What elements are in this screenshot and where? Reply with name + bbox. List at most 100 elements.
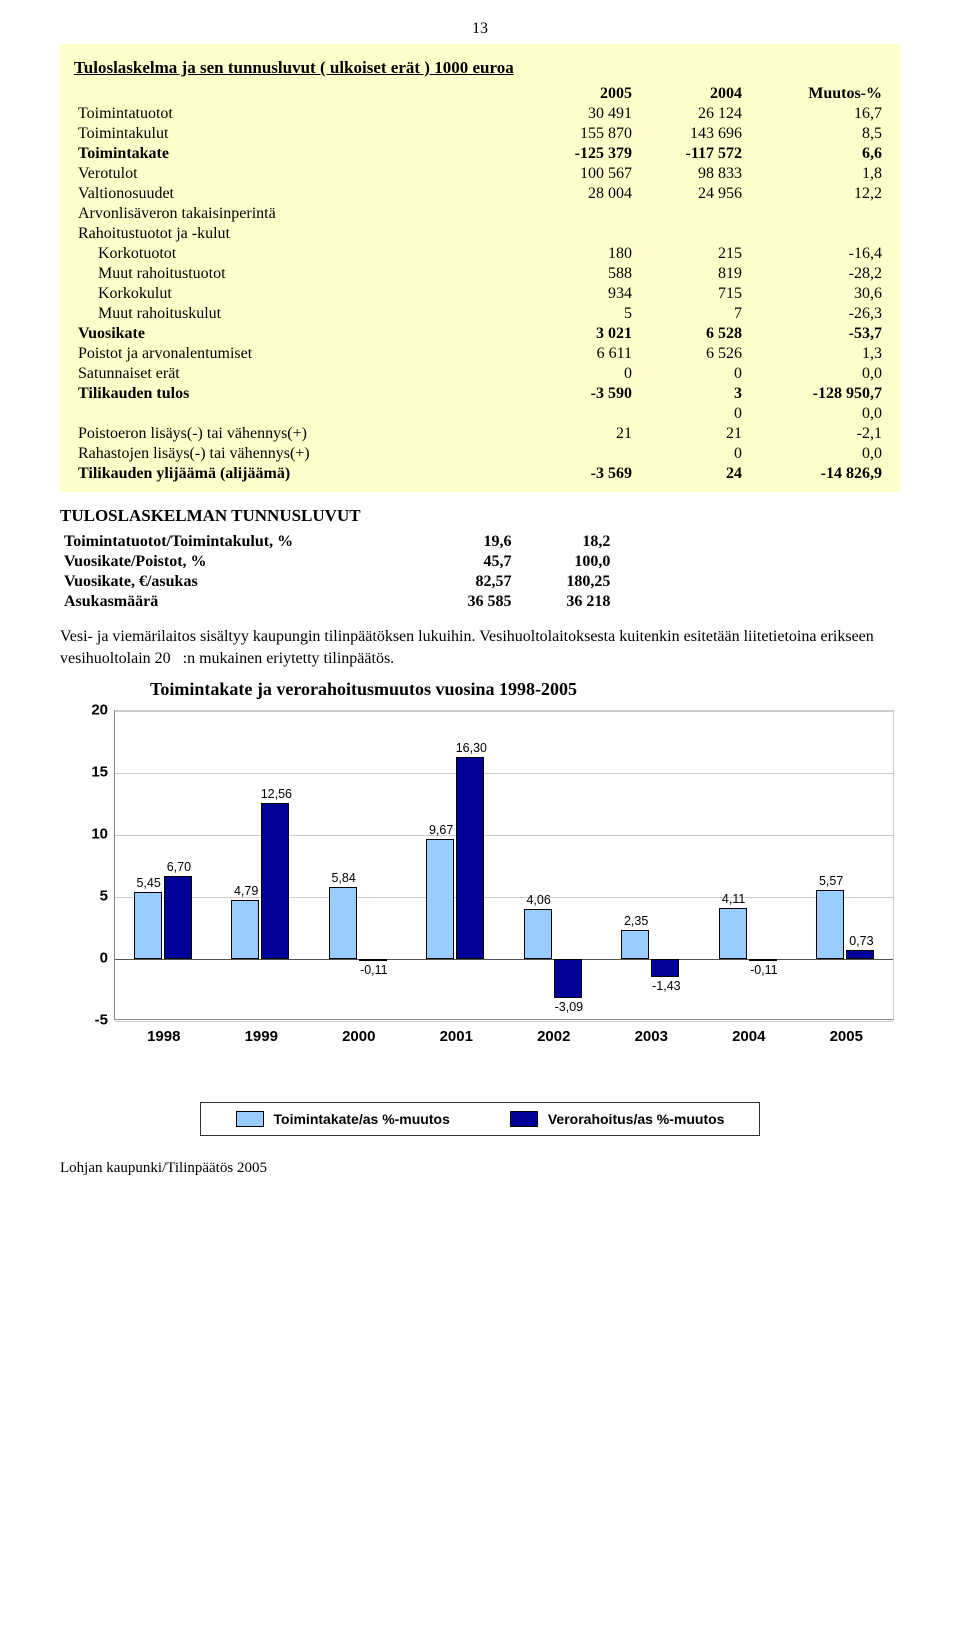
row-label: Tilikauden ylijäämä (alijäämä)	[74, 464, 526, 484]
row-label: Rahastojen lisäys(-) tai vähennys(+)	[74, 444, 526, 464]
row-c3: 16,7	[746, 104, 886, 124]
xtick-label: 2003	[616, 1028, 686, 1045]
legend-label-1: Toimintakate/as %-muutos	[274, 1111, 450, 1127]
xtick-label: 2001	[421, 1028, 491, 1045]
row-c1	[526, 224, 636, 244]
bar-value-label: -3,09	[545, 1000, 593, 1014]
bar	[749, 959, 777, 961]
bar-value-label: -0,11	[740, 963, 788, 977]
tunnus-c2: 18,2	[515, 532, 614, 552]
row-c2: 24	[636, 464, 746, 484]
tunnus-c1: 19,6	[417, 532, 516, 552]
legend-item-1: Toimintakate/as %-muutos	[236, 1111, 450, 1127]
row-c1: 934	[526, 284, 636, 304]
gridline	[115, 835, 893, 836]
row-c2: 819	[636, 264, 746, 284]
bar	[134, 892, 162, 960]
row-label: Rahoitustuotot ja -kulut	[74, 224, 526, 244]
bar	[261, 803, 289, 959]
tunnus-c2: 180,25	[515, 572, 614, 592]
row-c1: 100 567	[526, 164, 636, 184]
row-label: Poistot ja arvonalentumiset	[74, 344, 526, 364]
tunnus-title: TULOSLASKELMAN TUNNUSLUVUT	[60, 506, 900, 526]
row-c1: -3 569	[526, 464, 636, 484]
row-c1: 0	[526, 364, 636, 384]
ytick-label: 20	[68, 702, 108, 719]
bar	[846, 950, 874, 959]
bar	[816, 890, 844, 959]
row-label: Toimintakate	[74, 144, 526, 164]
gridline	[115, 1021, 893, 1022]
tunnus-table: Toimintatuotot/Toimintakulut, %19,618,2V…	[60, 532, 614, 612]
row-c1: 30 491	[526, 104, 636, 124]
tunnus-c1: 36 585	[417, 592, 516, 612]
row-c2: 3	[636, 384, 746, 404]
row-label: Muut rahoitustuotot	[74, 264, 526, 284]
legend-swatch-2	[510, 1111, 538, 1127]
row-c2: 98 833	[636, 164, 746, 184]
page-footer: Lohjan kaupunki/Tilinpäätös 2005	[60, 1160, 900, 1177]
ytick-label: 5	[68, 888, 108, 905]
xtick-label: 1998	[129, 1028, 199, 1045]
tunnus-c1: 82,57	[417, 572, 516, 592]
bar	[554, 959, 582, 997]
row-c2: 143 696	[636, 124, 746, 144]
ytick-label: 10	[68, 826, 108, 843]
row-c3	[746, 204, 886, 224]
legend-swatch-1	[236, 1111, 264, 1127]
row-c3: -14 826,9	[746, 464, 886, 484]
xtick-label: 2004	[714, 1028, 784, 1045]
row-c3: 1,8	[746, 164, 886, 184]
bar-value-label: 16,30	[447, 741, 495, 755]
row-c2: 0	[636, 364, 746, 384]
tunnus-c1: 45,7	[417, 552, 516, 572]
gridline	[115, 711, 893, 712]
tunnus-c2: 36 218	[515, 592, 614, 612]
row-label	[74, 404, 526, 424]
bar	[621, 930, 649, 959]
chart-legend: Toimintakate/as %-muutos Verorahoitus/as…	[200, 1102, 760, 1136]
row-c2: 0	[636, 444, 746, 464]
row-c3: -2,1	[746, 424, 886, 444]
row-label: Toimintatuotot	[74, 104, 526, 124]
bar-value-label: 6,70	[155, 860, 203, 874]
row-label: Korkotuotot	[74, 244, 526, 264]
row-c3: 8,5	[746, 124, 886, 144]
row-c2: 7	[636, 304, 746, 324]
bar-value-label: 12,56	[252, 787, 300, 801]
bar-value-label: 5,57	[807, 874, 855, 888]
row-label: Vuosikate	[74, 324, 526, 344]
row-c2: 715	[636, 284, 746, 304]
chart-container: 19985,456,7019994,7912,5620005,84-0,1120…	[60, 704, 900, 1084]
row-c2: 6 526	[636, 344, 746, 364]
row-c1	[526, 404, 636, 424]
row-c1: 3 021	[526, 324, 636, 344]
row-c2: 26 124	[636, 104, 746, 124]
chart-title: Toimintakate ja verorahoitusmuutos vuosi…	[150, 679, 900, 700]
bar-value-label: 5,84	[320, 871, 368, 885]
row-label: Tilikauden tulos	[74, 384, 526, 404]
bar	[719, 908, 747, 959]
bar	[456, 757, 484, 959]
row-c2: 215	[636, 244, 746, 264]
row-c2: -117 572	[636, 144, 746, 164]
bar	[164, 876, 192, 959]
bar	[426, 839, 454, 959]
bar-value-label: 4,06	[515, 893, 563, 907]
bar	[359, 959, 387, 961]
row-c3	[746, 224, 886, 244]
row-c3: 6,6	[746, 144, 886, 164]
row-c1: 155 870	[526, 124, 636, 144]
row-c3: -16,4	[746, 244, 886, 264]
ytick-label: 15	[68, 764, 108, 781]
income-table: 2005 2004 Muutos-% Toimintatuotot30 4912…	[74, 84, 886, 484]
row-c1: 180	[526, 244, 636, 264]
row-label: Valtionosuudet	[74, 184, 526, 204]
row-label: Verotulot	[74, 164, 526, 184]
legend-item-2: Verorahoitus/as %-muutos	[510, 1111, 725, 1127]
row-c1: -125 379	[526, 144, 636, 164]
row-c2: 21	[636, 424, 746, 444]
bar-value-label: -0,11	[350, 963, 398, 977]
row-c2: 6 528	[636, 324, 746, 344]
body-paragraph: Vesi- ja viemärilaitos sisältyy kaupungi…	[60, 626, 900, 669]
